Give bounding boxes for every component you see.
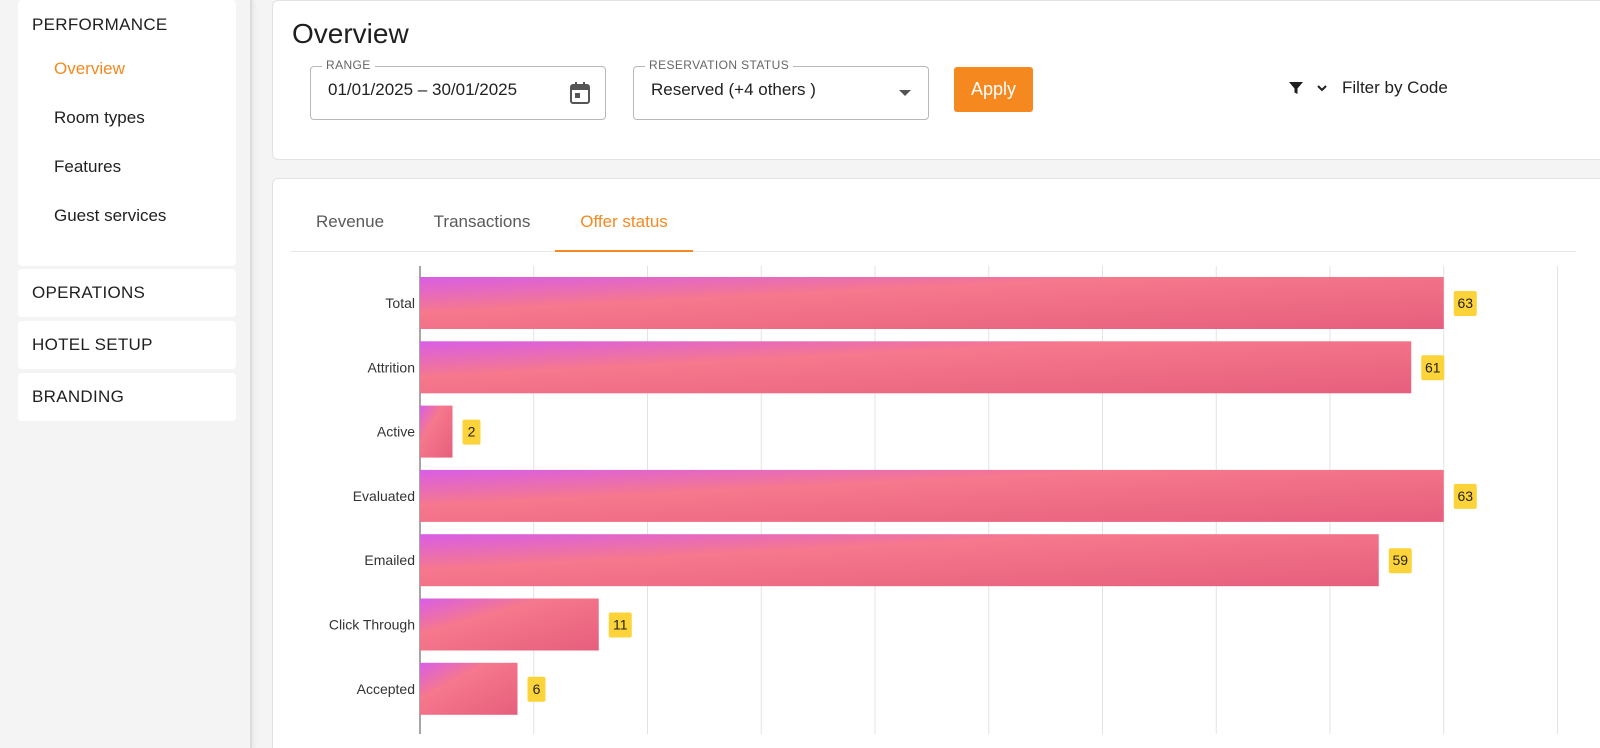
offer-status-chart: Total Attrition Active Evaluated Emailed Clic… [329,266,1558,734]
chart-value-labels: 63 61 2 63 59 11 6 [462,291,1477,702]
nav-heading-performance[interactable]: PERFORMANCE [32,15,168,34]
filter-card: Overview RANGE 01/01/2025 – 30/01/2025 R… [272,0,1600,160]
value-label: 63 [1457,488,1473,504]
nav-section-hotel-setup[interactable]: HOTEL SETUP [18,321,236,369]
category-label: Total [385,295,415,311]
apply-button[interactable]: Apply [954,67,1033,112]
nav-heading-branding: BRANDING [32,387,125,406]
chart-bars [420,277,1444,715]
calendar-icon[interactable] [569,81,591,105]
value-label: 11 [613,617,628,633]
value-label: 59 [1392,552,1408,568]
bar-evaluated[interactable] [420,469,1444,522]
reservation-status-select[interactable]: RESERVATION STATUS Reserved (+4 others ) [633,58,929,120]
chart-category-labels: Total Attrition Active Evaluated Emailed Clic… [329,295,415,697]
category-label: Attrition [368,359,415,375]
value-label: 2 [468,424,476,440]
value-badge [608,612,632,638]
bar-active[interactable] [420,405,453,458]
value-badge [462,419,481,445]
range-field[interactable]: RANGE 01/01/2025 – 30/01/2025 [310,58,606,120]
tab-offer-status[interactable]: Offer status [555,201,693,252]
nav-section-branding[interactable]: BRANDING [18,373,236,421]
category-label: Click Through [329,617,415,633]
caret-down-icon[interactable] [899,90,911,96]
nav-section-operations[interactable]: OPERATIONS [18,269,236,317]
bar-accepted[interactable] [420,662,518,715]
range-label: RANGE [322,58,375,72]
filter-by-code-toggle[interactable]: Filter by Code [1288,75,1448,101]
chevron-down-icon [1317,85,1327,92]
reservation-status-value: Reserved (+4 others ) [651,80,816,99]
nav-item-overview[interactable]: Overview [54,59,125,78]
bar-click-through[interactable] [420,598,599,651]
bar-emailed[interactable] [420,534,1379,587]
category-label: Accepted [357,681,415,697]
funnel-icon [1289,82,1303,94]
nav-section-performance: PERFORMANCE Overview Room types Features… [18,0,236,266]
nav-heading-operations: OPERATIONS [32,283,146,302]
category-label: Emailed [364,552,415,568]
chart-card: Revenue Transactions Offer status Total A… [272,178,1600,748]
nav-item-features[interactable]: Features [54,157,122,176]
nav-item-room-types[interactable]: Room types [54,108,145,127]
tab-bar: Revenue Transactions Offer status [291,201,1576,252]
category-label: Active [377,424,415,440]
value-label: 63 [1457,295,1473,311]
page-title: Overview [292,18,409,49]
category-label: Evaluated [353,488,415,504]
value-badge [1453,291,1477,316]
nav-item-guest-services[interactable]: Guest services [54,206,167,225]
tab-transactions[interactable]: Transactions [433,212,531,231]
filter-by-code-label: Filter by Code [1342,78,1448,97]
value-label: 61 [1425,359,1441,375]
range-value: 01/01/2025 – 30/01/2025 [328,80,518,99]
value-badge [527,676,546,702]
value-badge [1421,355,1445,381]
nav-heading-hotel-setup: HOTEL SETUP [32,335,153,354]
sidebar: PERFORMANCE Overview Room types Features… [0,0,252,748]
value-label: 6 [533,681,541,697]
bar-attrition[interactable] [420,341,1412,394]
value-badge [1388,548,1412,574]
value-badge [1453,483,1477,509]
bar-total[interactable] [420,277,1444,329]
tab-revenue[interactable]: Revenue [315,212,385,231]
reservation-status-label: RESERVATION STATUS [645,58,794,72]
